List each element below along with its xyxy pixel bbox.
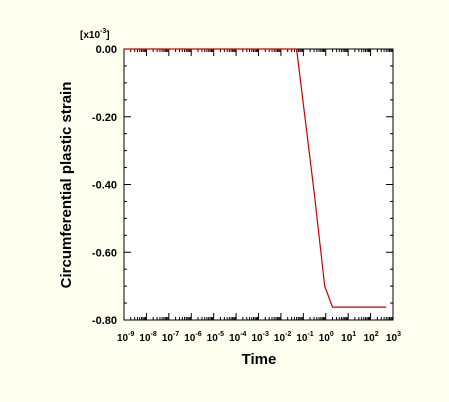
x-tick-label: 10-2: [274, 331, 291, 344]
x-tick-label: 10-9: [117, 331, 134, 344]
y-tick-label: -0.20: [92, 112, 117, 124]
x-tick-label: 10-1: [296, 331, 313, 344]
y-tick-label: -0.60: [92, 247, 117, 259]
y-multiplier-label: [x10-3]: [80, 28, 110, 41]
x-tick-label: 10-6: [184, 331, 201, 344]
x-tick-label: 100: [319, 331, 334, 344]
series-line: [124, 48, 387, 308]
x-tick-label: 10-8: [139, 331, 156, 344]
x-tick-label: 10-3: [252, 331, 269, 344]
x-tick-label: 10-7: [162, 331, 179, 344]
x-tick-label: 10-4: [229, 331, 246, 344]
y-tick-label: -0.80: [92, 315, 117, 327]
x-tick-label: 102: [364, 331, 379, 344]
y-axis-title: Circumferential plastic strain: [58, 82, 75, 289]
x-tick-label: 101: [341, 331, 356, 344]
y-tick-label: 0.00: [96, 44, 117, 56]
plot-frame: [123, 48, 394, 321]
y-tick-labels: 0.00 -0.20 -0.40 -0.60 -0.80: [92, 44, 117, 327]
x-axis-title: Time: [242, 351, 277, 368]
x-tick-label: 103: [386, 331, 401, 344]
data-series: [124, 48, 387, 308]
x-tick-label: 10-5: [207, 331, 224, 344]
y-tick-label: -0.40: [92, 180, 117, 192]
x-tick-labels: 10-9 10-8 10-7 10-6 10-5 10-4 10-3 10-2 10-1 100 1…: [117, 331, 401, 344]
